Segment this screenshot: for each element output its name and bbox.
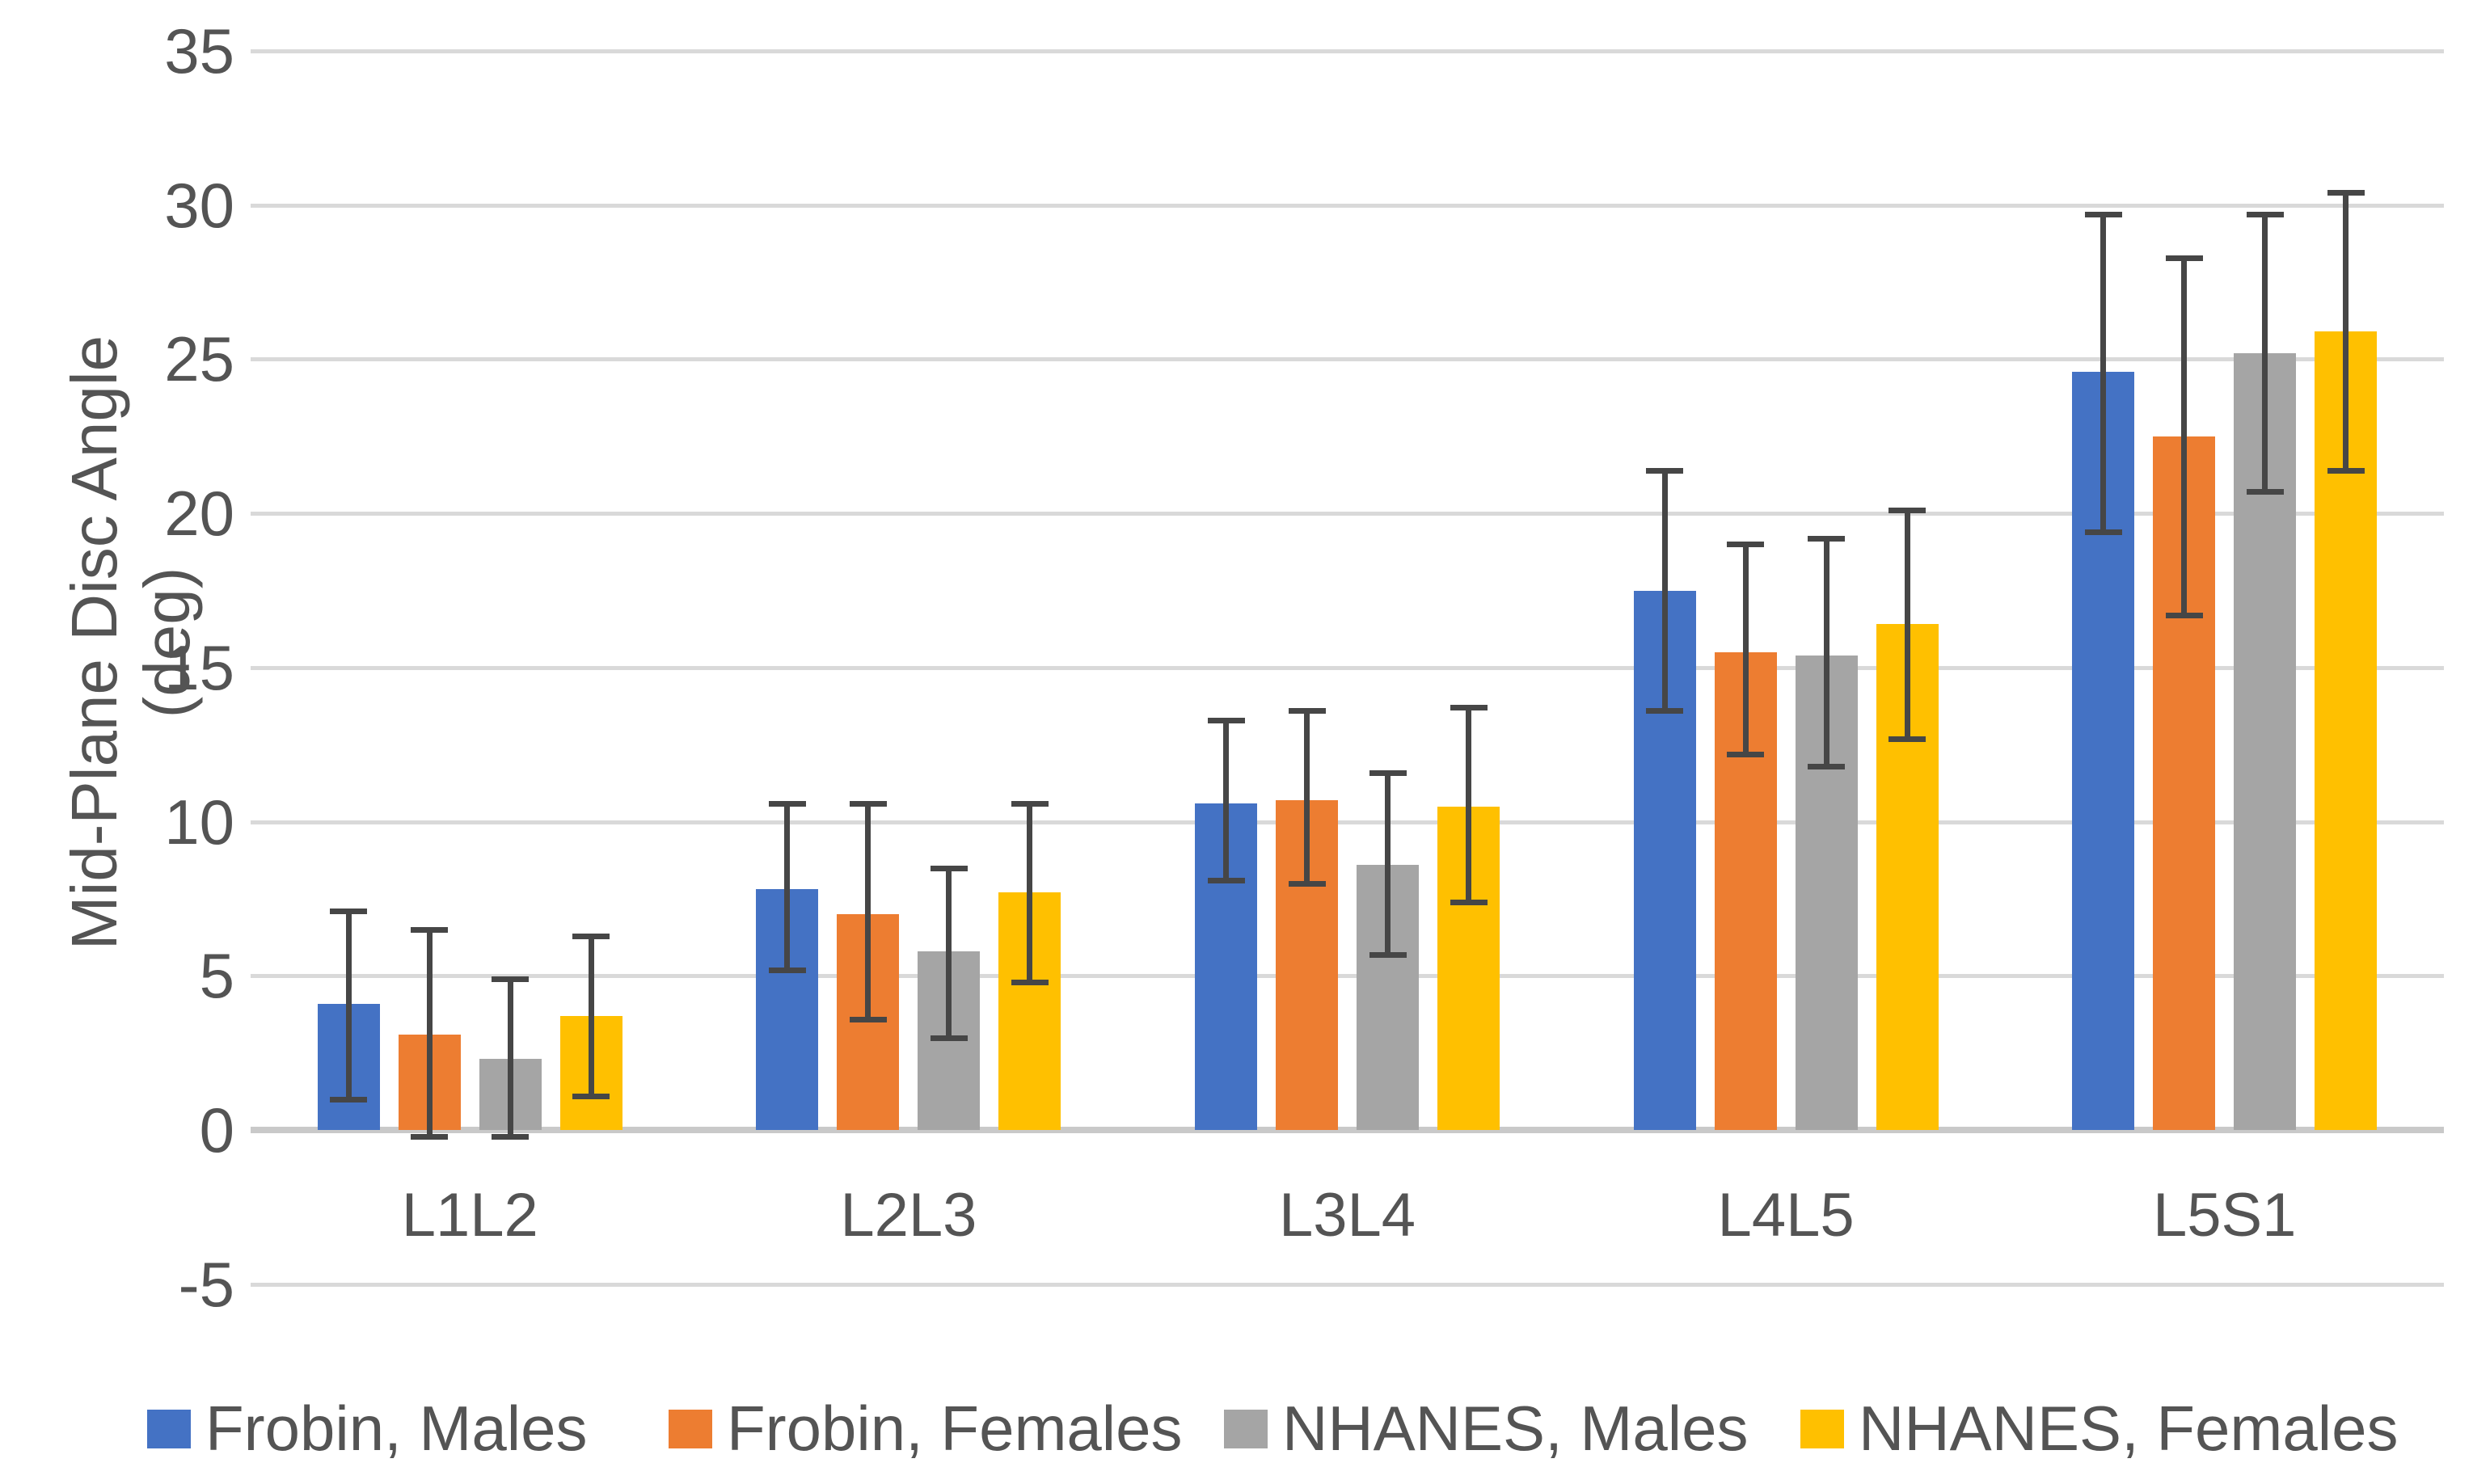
error-bar-line [2181, 257, 2188, 615]
error-bar-line [2262, 214, 2268, 492]
legend-swatch [147, 1410, 191, 1448]
gridline [251, 512, 2444, 516]
category-label: L2L3 [840, 1181, 977, 1250]
error-bar-line [1904, 510, 1910, 739]
error-bar-cap-bottom [1889, 736, 1926, 742]
error-bar-line [507, 979, 513, 1136]
category-label: L5S1 [2152, 1181, 2297, 1250]
legend-swatch [669, 1410, 712, 1448]
error-bar-line [1385, 772, 1391, 955]
error-bar-cap-bottom [2084, 529, 2122, 536]
error-bar-line [1304, 710, 1310, 883]
y-tick-label: 0 [199, 1094, 234, 1166]
error-bar-line [426, 930, 433, 1136]
error-bar-cap-bottom [2327, 467, 2365, 474]
legend-swatch [1800, 1410, 1844, 1448]
legend-label: NHANES, Males [1282, 1393, 1749, 1464]
error-bar-cap-bottom [1808, 763, 1846, 769]
error-bar-cap-bottom [1207, 878, 1245, 884]
gridline [251, 1127, 2444, 1133]
gridline [251, 820, 2444, 824]
error-bar-cap-top [1011, 800, 1049, 807]
error-bar-cap-bottom [1011, 979, 1049, 985]
error-bar-cap-bottom [411, 1133, 449, 1140]
error-bar-cap-bottom [768, 967, 806, 973]
error-bar-cap-top [849, 800, 887, 807]
error-bar-cap-bottom [330, 1096, 368, 1102]
error-bar-line [2100, 214, 2107, 533]
error-bar-cap-top [572, 933, 610, 939]
error-bar-cap-bottom [849, 1016, 887, 1022]
error-bar-line [1661, 470, 1668, 711]
legend-label: Frobin, Females [727, 1393, 1183, 1464]
y-tick-label: 30 [164, 169, 234, 241]
error-bar-cap-bottom [2165, 613, 2203, 618]
gridline [251, 49, 2444, 53]
y-tick-label: 25 [164, 323, 234, 395]
gridline [251, 665, 2444, 670]
error-bar-cap-top [1288, 708, 1326, 715]
legend-label: Frobin, Males [205, 1393, 588, 1464]
error-bar-cap-top [1646, 467, 1684, 474]
error-bar-cap-top [1369, 769, 1407, 776]
error-bar-line [588, 935, 594, 1097]
legend-swatch [1224, 1410, 1268, 1448]
error-bar-cap-top [1889, 508, 1926, 514]
error-bar-cap-top [492, 976, 530, 983]
error-bar-cap-top [2246, 212, 2284, 218]
category-label: L3L4 [1278, 1181, 1416, 1250]
error-bar-cap-top [330, 909, 368, 915]
gridline [251, 203, 2444, 208]
error-bar-cap-top [2327, 190, 2365, 196]
error-bar-cap-top [1727, 542, 1765, 548]
gridline [251, 974, 2444, 979]
error-bar-line [1466, 707, 1471, 902]
error-bar-cap-top [930, 865, 968, 871]
category-label: L4L5 [1717, 1181, 1855, 1250]
y-tick-label: 5 [199, 940, 234, 1012]
error-bar-line [784, 803, 791, 970]
error-bar-cap-bottom [930, 1035, 968, 1041]
error-bar-cap-top [1450, 705, 1488, 711]
y-tick-label: 35 [164, 15, 234, 86]
error-bar-cap-top [768, 800, 806, 807]
gridline [251, 1282, 2444, 1287]
error-bar-line [1742, 544, 1749, 754]
error-bar-cap-top [1808, 535, 1846, 542]
gridline [251, 357, 2444, 362]
error-bar-cap-top [2084, 212, 2122, 218]
error-bar-line [1823, 538, 1829, 766]
error-bar-cap-bottom [1450, 899, 1488, 905]
y-tick-label: 10 [164, 786, 234, 858]
error-bar-cap-bottom [1646, 708, 1684, 715]
error-bar-line [865, 803, 871, 1019]
error-bar-line [1223, 719, 1229, 881]
error-bar-cap-bottom [1727, 751, 1765, 757]
error-bar-cap-bottom [2246, 489, 2284, 495]
error-bar-cap-top [2165, 255, 2203, 261]
error-bar-line [345, 911, 352, 1099]
legend-label: NHANES, Females [1859, 1393, 2399, 1464]
category-label: L1L2 [401, 1181, 538, 1250]
error-bar-cap-bottom [1369, 951, 1407, 958]
error-bar-cap-top [411, 927, 449, 934]
y-tick-label: 15 [164, 631, 234, 703]
error-bar-cap-bottom [492, 1133, 530, 1140]
error-bar-cap-top [1207, 717, 1245, 723]
error-bar-cap-bottom [1288, 880, 1326, 887]
error-bar-line [1027, 803, 1033, 982]
y-tick-label: 20 [164, 478, 234, 550]
error-bar-line [946, 867, 952, 1038]
error-bar-cap-bottom [572, 1094, 610, 1100]
y-tick-label: -5 [178, 1248, 234, 1320]
error-bar-line [2343, 192, 2349, 470]
